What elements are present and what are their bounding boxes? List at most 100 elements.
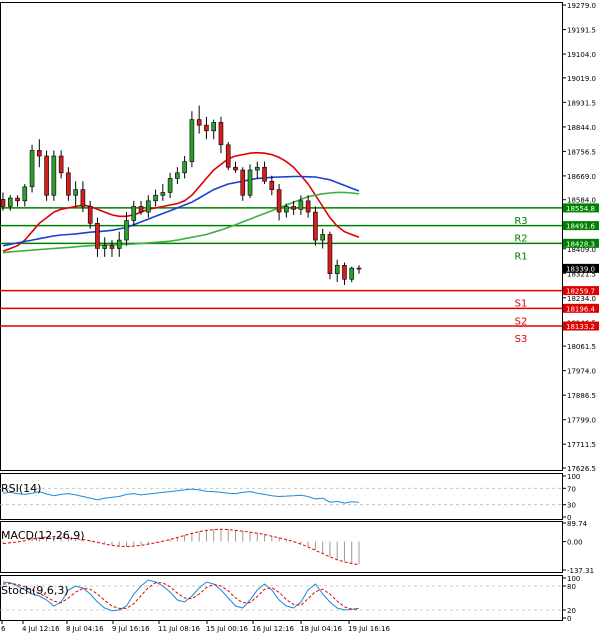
level-value-box [563, 321, 599, 331]
candle-down [95, 222, 100, 249]
candle-down [342, 264, 347, 280]
stoch-title: Stoch(9,6,3) [1, 584, 69, 597]
candle-down [15, 197, 20, 202]
candle-down [225, 144, 231, 168]
time-tick-label: 6 [1, 625, 6, 633]
candle-down [240, 169, 246, 196]
stoch-tick-label: 80 [567, 583, 576, 591]
candle-down [218, 122, 224, 146]
candle-up [146, 200, 151, 213]
level-value-label: 18428.3 [566, 240, 595, 248]
moving-average-line [2, 175, 360, 247]
candle-up [29, 150, 35, 188]
level-value-box [563, 221, 599, 231]
level-value-label: 18491.6 [566, 223, 595, 231]
candle-down [0, 199, 6, 207]
level-label-s2: S2 [515, 316, 528, 327]
price-tick-label: 18669.0 [567, 173, 596, 181]
candle-up [254, 166, 260, 171]
level-value-box [563, 303, 599, 313]
time-tick-label: 8 Jul 04:16 [66, 625, 104, 633]
candle-down [262, 166, 267, 182]
candle-up [73, 189, 78, 196]
price-tick-label: 17799.0 [567, 417, 596, 425]
level-value-label: 18133.2 [566, 323, 595, 331]
level-label-r1: R1 [514, 251, 527, 262]
macd-signal-line [2, 528, 360, 566]
price-tick-label: 17886.5 [567, 392, 596, 400]
candle-down [233, 166, 238, 171]
candle-down [269, 180, 275, 190]
level-label-r2: R2 [514, 234, 527, 245]
macd-tick-label: 0.00 [567, 539, 583, 547]
candle-down [196, 119, 202, 126]
candle-down [138, 206, 144, 213]
level-value-box [563, 286, 599, 296]
current-price-label: 18339.0 [566, 265, 595, 273]
panel-border [0, 2, 563, 471]
time-tick-label: 16 Jul 12:16 [252, 625, 295, 633]
rsi-line [2, 488, 360, 504]
candle-up [153, 194, 158, 202]
stoch-tick-label: 0 [567, 615, 571, 623]
time-tick-label: 18 Jul 04:16 [300, 625, 343, 633]
level-value-box [563, 238, 599, 248]
level-label-r3: R3 [514, 216, 527, 227]
price-panel: 19279.0 19191.5 19104.0 19019.0 18931.5 18844… [0, 2, 599, 473]
price-tick-label: 19104.0 [567, 51, 596, 59]
candle-up [211, 122, 216, 132]
macd-title: MACD(12,26,9) [1, 529, 85, 542]
candle-up [22, 186, 28, 202]
chart-frame [0, 2, 563, 621]
time-tick-label: 11 Jul 08:16 [158, 625, 201, 633]
level-label-s1: S1 [515, 299, 528, 310]
macd-tick-label: -137.31 [567, 567, 594, 575]
candle-down [276, 189, 282, 213]
time-tick-label: 19 Jul 16:16 [348, 625, 391, 633]
price-tick-label: 19019.0 [567, 75, 596, 83]
candle-down [87, 206, 93, 224]
rsi-tick-label: 100 [567, 473, 580, 481]
stoch-line [2, 579, 360, 612]
level-label-s3: S3 [515, 334, 528, 345]
candle-down [356, 267, 362, 270]
candle-down [109, 245, 115, 249]
candle-up [175, 172, 180, 179]
candle-down [58, 155, 64, 174]
time-tick-label: 9 Jul 16:16 [112, 625, 150, 633]
stoch-signal-line [2, 582, 359, 610]
level-value-box [563, 203, 599, 213]
rsi-tick-label: 70 [567, 485, 576, 493]
candle-down [80, 189, 86, 207]
candle-down [327, 234, 333, 274]
stoch-tick-label: 100 [567, 575, 580, 583]
rsi-title: RSI(14) [1, 482, 41, 495]
price-tick-label: 17711.5 [567, 441, 596, 449]
candle-up [334, 264, 340, 274]
candle-down [313, 211, 318, 241]
price-tick-label: 19191.5 [567, 27, 596, 35]
candle-up [102, 245, 108, 249]
candle-up [284, 206, 289, 213]
rsi-tick-label: 0 [567, 514, 571, 522]
candle-down [37, 150, 42, 157]
current-price-box [563, 263, 599, 273]
indicator-panels: 100 70 30 0 RSI(14) 89.74 0.00 -137.31 MACD(12,2… [0, 473, 594, 623]
moving-average-line [2, 191, 360, 254]
candle-up [116, 239, 122, 249]
time-tick-label: 4 Jul 12:16 [22, 625, 60, 633]
candle-down [66, 172, 71, 196]
candle-up [298, 200, 304, 210]
level-value-label: 18259.7 [566, 288, 595, 296]
candle-up [349, 267, 355, 280]
time-axis: 6 4 Jul 12:16 8 Jul 04:16 9 Jul 16:16 11 Jul… [1, 620, 391, 633]
panel-border [0, 521, 563, 573]
moving-average-line [2, 151, 360, 253]
price-tick-label: 18234.0 [567, 295, 596, 303]
candle-up [167, 178, 173, 193]
candle-up [320, 234, 325, 241]
price-tick-label: 17974.0 [567, 368, 596, 376]
level-value-label: 18196.4 [566, 305, 595, 313]
candle-up [182, 161, 187, 174]
candle-up [7, 197, 13, 207]
